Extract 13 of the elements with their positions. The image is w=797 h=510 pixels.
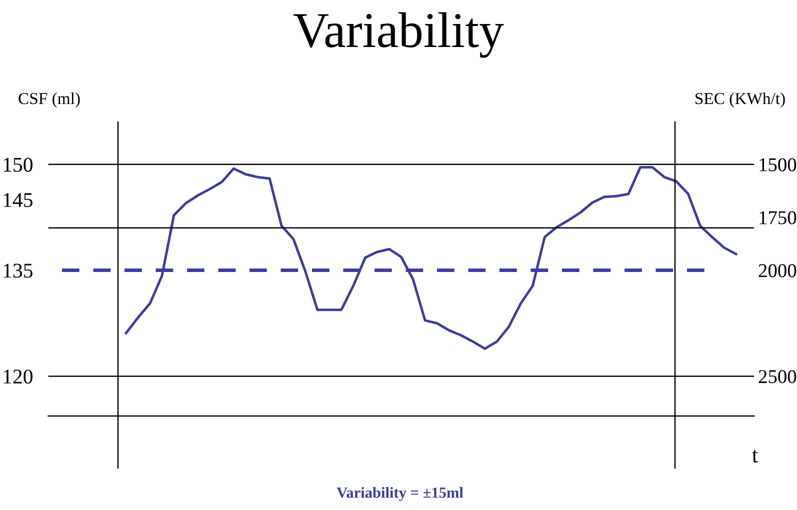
y-tick-label: 150 xyxy=(4,158,32,172)
y2-tick-label: 2500 xyxy=(758,370,796,384)
chart-title: Variability xyxy=(294,12,504,58)
y2-tick-label: 1500 xyxy=(760,158,796,172)
y-tick-label: 135 xyxy=(4,264,32,278)
y-tick-label: 120 xyxy=(4,370,32,384)
y-tick-label: 145 xyxy=(4,193,32,208)
y2-tick-label: 2000 xyxy=(758,264,796,278)
y-axis-title: CSF (ml) xyxy=(18,92,80,108)
y2-axis-title: SEC (KWh/t) xyxy=(696,92,785,108)
y2-tick-label: 1750 xyxy=(760,211,796,224)
x-axis-title: t xyxy=(752,450,758,463)
text: Variability = ±15ml xyxy=(336,487,464,501)
